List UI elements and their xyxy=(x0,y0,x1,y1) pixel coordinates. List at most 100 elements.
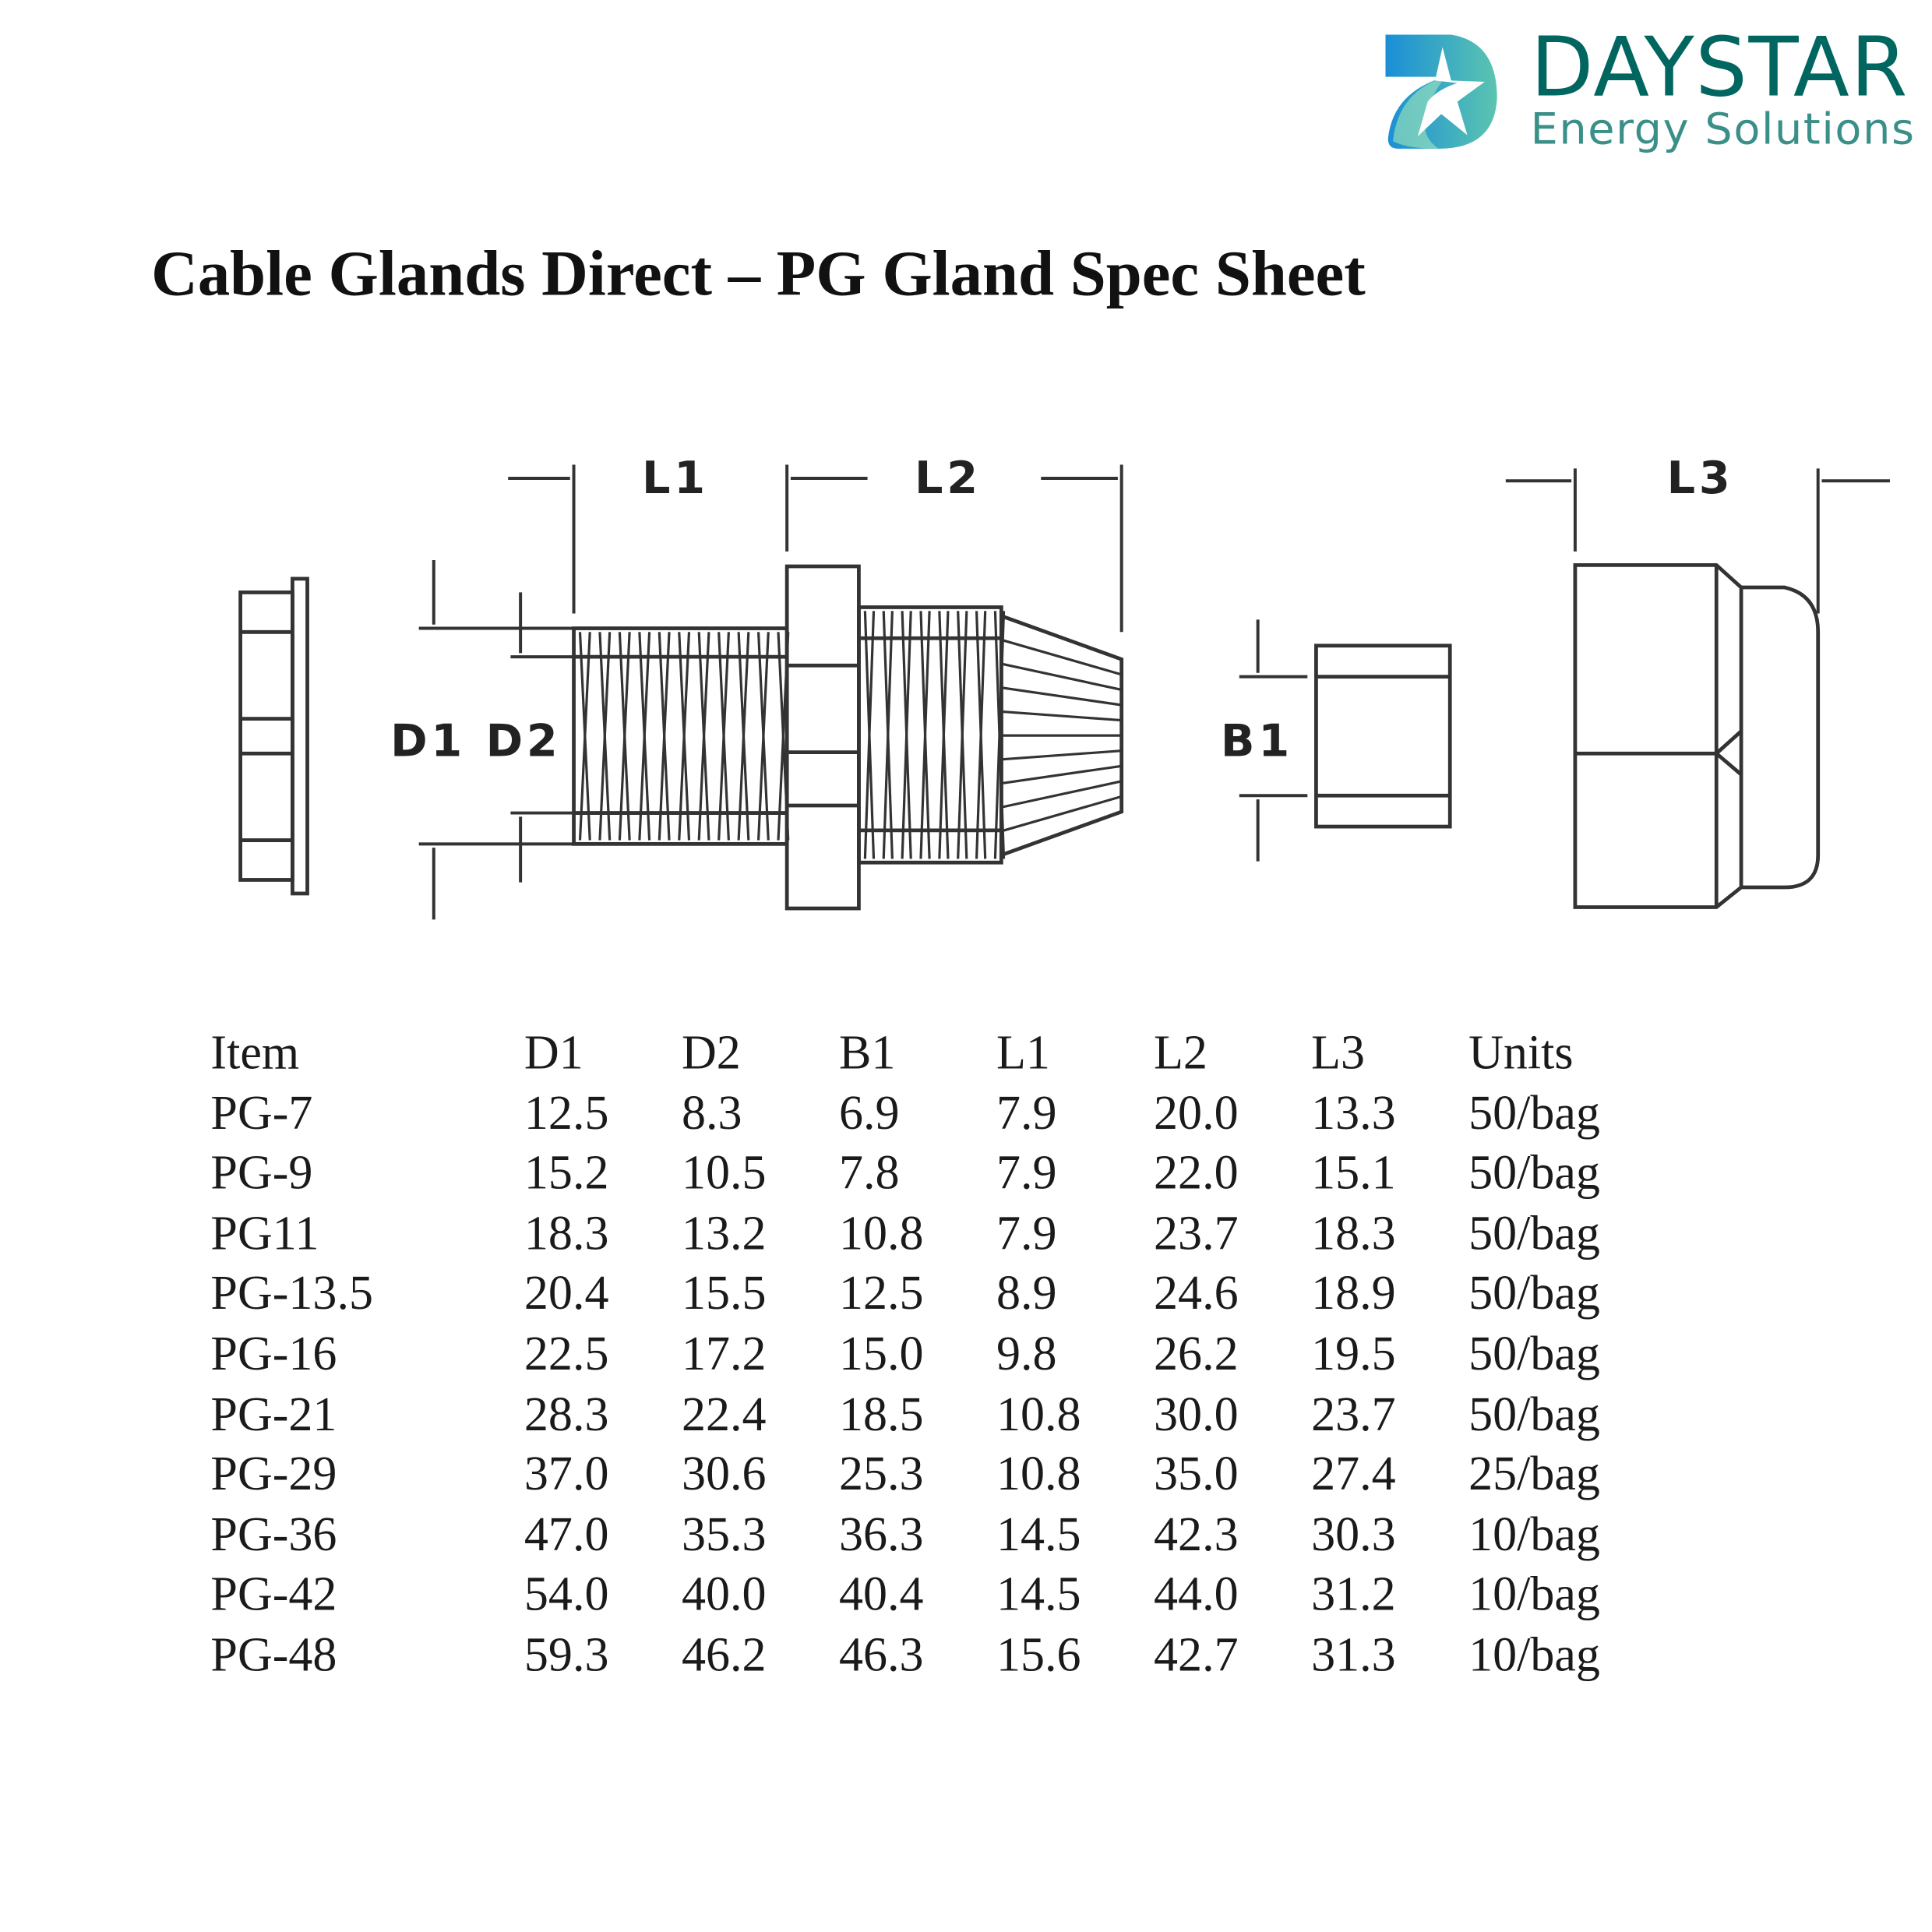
table-cell: 23.7 xyxy=(1311,1387,1396,1441)
table-row: PG-21 28.3 22.4 18.5 10.8 30.0 23.7 50/bag xyxy=(210,1385,1641,1445)
table-cell: 50/bag xyxy=(1468,1207,1600,1260)
gland-diagram: L1 L2 L3 D1 D2 B1 xyxy=(238,452,1890,920)
table-cell: 42.3 xyxy=(1154,1507,1239,1562)
table-cell: PG-7 xyxy=(210,1086,313,1140)
table-cell: 31.3 xyxy=(1311,1628,1396,1682)
table-cell: 25/bag xyxy=(1468,1447,1600,1501)
daystar-logo-icon xyxy=(1385,34,1497,149)
table-cell: 9.8 xyxy=(996,1327,1057,1381)
brand-tagline: Energy Solutions xyxy=(1530,105,1916,155)
thread-line xyxy=(1001,780,1123,809)
column-header: B1 xyxy=(838,1026,896,1080)
table-cell: 13.2 xyxy=(681,1207,767,1260)
table-row: PG-13.5 20.4 15.5 12.5 8.9 24.6 18.9 50/bag xyxy=(210,1264,1641,1324)
table-cell: 7.9 xyxy=(996,1207,1057,1260)
dim-label-d2: D2 xyxy=(486,714,562,767)
table-row: PG-9 15.2 10.5 7.8 7.9 22.0 15.1 50/bag xyxy=(210,1144,1641,1204)
thread-line xyxy=(938,611,950,859)
column-header: Item xyxy=(210,1026,300,1080)
table-cell: 6.9 xyxy=(838,1086,900,1140)
table-cell: 27.4 xyxy=(1311,1447,1396,1501)
thread-line xyxy=(957,611,968,859)
thread-line xyxy=(578,632,591,841)
table-cell: 15.1 xyxy=(1311,1146,1396,1200)
cap-nut-drawing xyxy=(1573,563,1821,909)
table-cell: 40.4 xyxy=(838,1567,924,1622)
table-cell: PG-48 xyxy=(210,1628,337,1682)
table-header-row: Item D1 D2 B1 L1 L2 L3 Units xyxy=(210,1024,1641,1084)
thread-line xyxy=(1001,686,1122,707)
table-cell: 26.2 xyxy=(1154,1327,1239,1381)
table-cell: 25.3 xyxy=(838,1447,924,1501)
table-cell: 22.0 xyxy=(1154,1146,1239,1200)
table-cell: 30.3 xyxy=(1311,1507,1396,1562)
table-cell: 20.4 xyxy=(524,1267,609,1320)
table-cell: 10.8 xyxy=(996,1447,1081,1501)
table-cell: 10.5 xyxy=(681,1146,767,1200)
table-cell: PG11 xyxy=(210,1207,319,1260)
table-cell: 14.5 xyxy=(996,1567,1081,1622)
table-cell: 47.0 xyxy=(524,1507,609,1562)
table-row: PG11 18.3 13.2 10.8 7.9 23.7 18.3 50/bag xyxy=(210,1204,1641,1264)
table-cell: 59.3 xyxy=(524,1628,609,1682)
thread-line xyxy=(717,632,730,841)
table-cell: 50/bag xyxy=(1468,1086,1600,1140)
table-row: PG-48 59.3 46.2 46.3 15.6 42.7 31.3 10/bag xyxy=(210,1626,1641,1686)
thread-line xyxy=(1000,638,1123,676)
table-cell: 30.6 xyxy=(681,1447,767,1501)
table-row: PG-16 22.5 17.2 15.0 9.8 26.2 19.5 50/bag xyxy=(210,1325,1641,1385)
table-cell: 35.3 xyxy=(681,1507,767,1562)
table-cell: 18.9 xyxy=(1311,1267,1396,1320)
table-cell: 18.5 xyxy=(838,1387,924,1441)
table-cell: 10/bag xyxy=(1468,1567,1600,1622)
table-cell: 46.2 xyxy=(681,1628,767,1682)
table-cell: 50/bag xyxy=(1468,1146,1600,1200)
thread-line xyxy=(638,632,651,841)
dim-label-l2: L2 xyxy=(915,452,982,504)
table-cell: 35.0 xyxy=(1154,1447,1239,1501)
thread-line xyxy=(901,611,912,859)
thread-line xyxy=(975,611,987,859)
table-cell: 17.2 xyxy=(681,1327,767,1381)
thread-line xyxy=(737,632,750,841)
thread-line xyxy=(1001,764,1122,785)
dim-label-d1: D1 xyxy=(390,714,466,767)
table-cell: PG-9 xyxy=(210,1146,313,1200)
thread-line xyxy=(1001,662,1123,691)
table-cell: 36.3 xyxy=(838,1507,924,1562)
thread-line xyxy=(863,611,876,859)
table-cell: 50/bag xyxy=(1468,1267,1600,1320)
column-header: L3 xyxy=(1311,1026,1365,1080)
table-cell: 10/bag xyxy=(1468,1507,1600,1562)
table-cell: 10/bag xyxy=(1468,1628,1600,1682)
table-cell: 54.0 xyxy=(524,1567,609,1622)
table-cell: 15.0 xyxy=(838,1327,924,1381)
table-cell: 18.3 xyxy=(524,1207,609,1260)
thread-line xyxy=(756,632,770,841)
thread-line xyxy=(618,632,631,841)
thread-line xyxy=(697,632,710,841)
thread-line xyxy=(1000,795,1123,833)
table-row: PG-42 54.0 40.0 40.4 14.5 44.0 31.2 10/bag xyxy=(210,1566,1641,1626)
table-cell: 12.5 xyxy=(524,1086,609,1140)
table-cell: 44.0 xyxy=(1154,1567,1239,1622)
thread-line xyxy=(1001,749,1122,761)
table-cell: 40.0 xyxy=(681,1567,767,1622)
column-header: Units xyxy=(1468,1026,1574,1080)
page-title: Cable Glands Direct – PG Gland Spec Shee… xyxy=(151,239,1366,310)
table-cell: 18.3 xyxy=(1311,1207,1396,1260)
seal-drawing xyxy=(1314,643,1452,829)
dim-label-l1: L1 xyxy=(642,452,709,504)
dim-label-b1: B1 xyxy=(1221,714,1293,767)
table-cell: 50/bag xyxy=(1468,1387,1600,1441)
table-cell: 15.6 xyxy=(996,1628,1081,1682)
thread-line xyxy=(919,611,931,859)
table-cell: 37.0 xyxy=(524,1447,609,1501)
dimension-lines xyxy=(418,464,1890,920)
table-cell: PG-29 xyxy=(210,1447,337,1501)
table-cell: 14.5 xyxy=(996,1507,1081,1562)
table-row: PG-7 12.5 8.3 6.9 7.9 20.0 13.3 50/bag xyxy=(210,1084,1641,1144)
table-cell: PG-21 xyxy=(210,1387,337,1441)
thread-line xyxy=(678,632,691,841)
